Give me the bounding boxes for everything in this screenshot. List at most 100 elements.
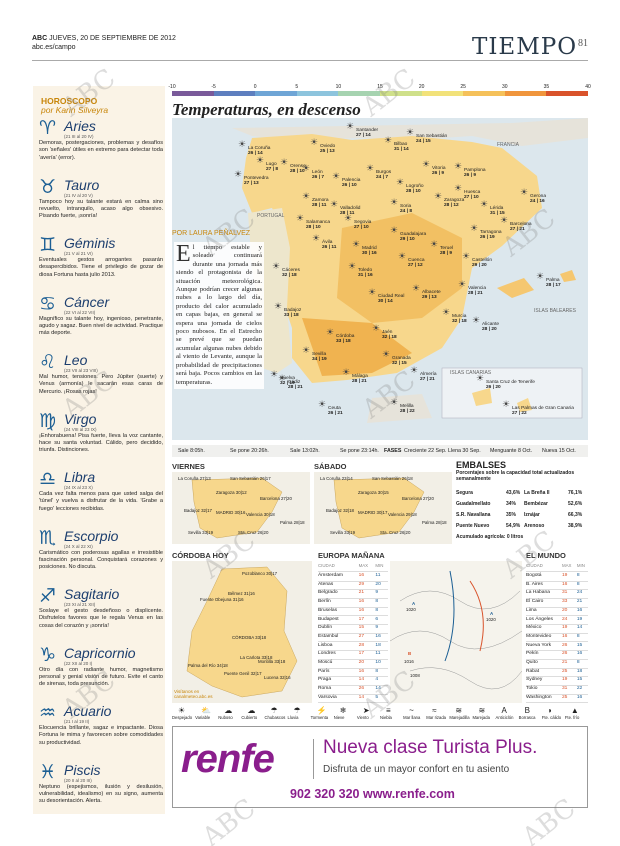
city-name: Barcelona — [510, 222, 532, 227]
table-cell: 16 — [375, 633, 381, 639]
legend-label: Marejada — [472, 715, 490, 720]
map-city: ☀ Almería 27 | 21 — [410, 365, 437, 383]
zodiac-icon: ♏ — [39, 526, 57, 549]
reservoir-cell: Iznájar — [524, 512, 540, 518]
horoscope-sign-tauro: ♉ Tauro (21 IV al 20 V) Tampoco hoy su tala… — [39, 177, 163, 235]
zodiac-icon: ♋ — [39, 292, 57, 315]
table-cell: 24 — [561, 616, 568, 622]
city-temps: 30 | 16 — [362, 251, 377, 257]
table-row: Moscú 20 10 — [318, 658, 388, 669]
ad-headline: Nueva clase Turista Plus. — [323, 737, 538, 758]
map-city: ☀ Cuenca 27 | 12 — [398, 251, 425, 269]
table-cell: 9 — [375, 590, 379, 596]
sun-icon: ☀ — [274, 301, 283, 311]
city-name: Zamora — [312, 198, 329, 203]
table-cell: El Cairo — [526, 599, 544, 605]
sign-name: Virgo — [64, 410, 97, 427]
mini-city: Sevilla 33|19 — [188, 530, 214, 535]
column-header: MIN — [375, 563, 384, 568]
city-temps: 32 | 18 — [282, 273, 297, 279]
scale-bar — [172, 91, 588, 96]
table-cell: 28 — [358, 642, 365, 648]
table-cell: 20 — [358, 660, 365, 665]
table-cell: Dublín — [318, 625, 333, 631]
saturday-title: SÁBADO — [314, 462, 347, 471]
europe-pressure-4: 1020 — [486, 617, 496, 622]
table-cell: 14 — [358, 677, 365, 683]
table-cell: 16 — [576, 694, 583, 700]
city-name: Santander — [356, 128, 379, 133]
table-cell: 21 — [576, 599, 583, 605]
scale-swatch — [546, 91, 588, 96]
table-cell: 6 — [375, 616, 379, 622]
table-cell: 8 — [576, 660, 580, 665]
reservoir-cell: La Breña II — [524, 490, 550, 496]
mini-spain-shape — [333, 477, 425, 539]
city-temps: 33 | 18 — [284, 313, 299, 319]
city-temps: 27 | 10 — [354, 225, 369, 231]
table-cell: Lima — [526, 607, 537, 613]
table-cell: 16 — [358, 668, 365, 674]
city-name: Castellón — [472, 258, 492, 263]
sun-icon: ☀ — [470, 223, 479, 233]
cordoba-city: Bélmez 31|16 — [228, 591, 255, 596]
horoscope-sign-cáncer: ♋ Cáncer (22 VI al 22 VII) Magnífico su tal… — [39, 294, 163, 352]
sign-text: Mal humor, tensiones. Pero Júpiter (suer… — [39, 374, 163, 395]
zodiac-icon: ♒ — [39, 702, 57, 724]
sun-icon: ☀ — [458, 279, 467, 289]
city-name: Cuenca — [408, 258, 425, 263]
sign-text: Otro día con radiante humor, magnetismo … — [39, 666, 163, 688]
moonset: Se pone 23:14h. — [340, 448, 379, 454]
table-cell: Montevideo — [526, 633, 552, 639]
horoscope-sign-aries: ♈ Aries (21 III al 20 IV) Demoras, posterga… — [39, 118, 163, 176]
friday-title: VIERNES — [172, 462, 205, 471]
table-row: Nueva York 26 15 — [526, 641, 588, 652]
map-city: ☀ Soria 24 | 8 — [390, 197, 412, 215]
mini-city: La Coruña 27|13 — [178, 476, 211, 481]
city-temps: 33 | 18 — [336, 339, 351, 345]
table-cell: 14 — [375, 686, 381, 692]
legend-label: Despejado — [172, 715, 193, 720]
map-city: ☀ Santa Cruz de Tenerife 26 | 20 — [476, 373, 535, 391]
scale-label: 0 — [253, 84, 257, 90]
renfe-advertisement[interactable]: renfe Nueva clase Turista Plus. Disfruta… — [172, 726, 588, 808]
city-temps: 28 | 22 — [400, 409, 415, 415]
city-name: La Coruña — [248, 146, 271, 151]
city-name: Cáceres — [282, 268, 300, 273]
city-name: Málaga — [352, 374, 368, 379]
horoscope-heading: HOROSCOPO — [41, 96, 98, 106]
table-cell: Nueva York — [526, 642, 552, 648]
table-cell: 19 — [561, 677, 568, 683]
zodiac-icon: ♉ — [39, 175, 57, 198]
sun-icon: ☀ — [346, 121, 355, 131]
column-header: MAX — [561, 563, 572, 568]
sun-icon: ☀ — [390, 197, 399, 207]
reservoirs-total: Acumulado agrícola: 0 litros — [456, 534, 524, 540]
sun-icon: ☀ — [536, 271, 545, 281]
table-cell: 16 — [576, 651, 583, 657]
article-byline: POR LAURA PEÑALVEZ — [172, 230, 251, 237]
table-cell: La Habana — [526, 590, 550, 596]
sign-text: Cada vez falta menos para que usted salg… — [39, 491, 163, 512]
sun-icon: ☀ — [318, 399, 327, 409]
map-city: ☀ Toledo 31 | 16 — [348, 261, 373, 279]
table-cell: 16 — [358, 599, 365, 605]
table-cell: 11 — [375, 573, 381, 578]
intro-text: l tiempo estable y soleado continuará du… — [176, 244, 262, 386]
sign-dates: (21 I al 19 II) — [64, 719, 90, 724]
map-city: ☀ Palencia 26 | 10 — [332, 171, 360, 189]
map-city: ☀ Granada 32 | 15 — [382, 349, 411, 367]
table-cell: París — [318, 668, 330, 674]
sun-icon: ☀ — [410, 365, 419, 375]
table-row: La Habana 31 24 — [526, 588, 588, 599]
sign-text: Eventuales gestos arrogantes pasarán des… — [39, 257, 163, 278]
ad-contact[interactable]: 902 320 320 www.renfe.com — [290, 787, 455, 801]
sun-icon: ☀ — [326, 327, 335, 337]
legend-label: Nieve — [333, 715, 345, 720]
city-name: Teruel — [440, 246, 454, 251]
scale-swatch — [338, 91, 380, 96]
city-name: Murcia — [452, 314, 467, 319]
table-row: París 16 8 — [318, 667, 388, 678]
sun-icon: ☀ — [372, 323, 381, 333]
scale-label: 35 — [543, 84, 550, 90]
